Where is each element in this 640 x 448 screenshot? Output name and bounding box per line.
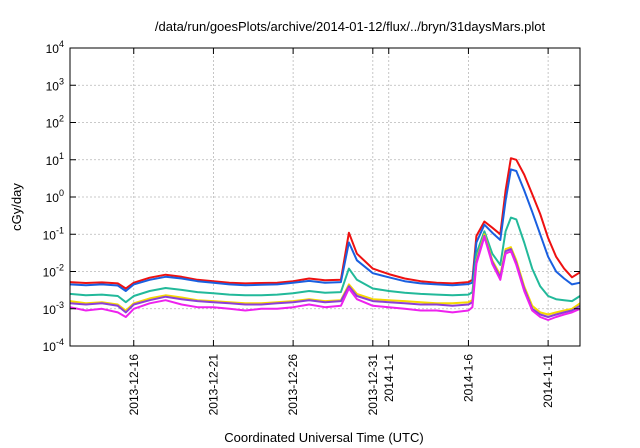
grid [70, 48, 580, 346]
y-axis-label: cGy/day [9, 183, 24, 231]
x-tick-label: 2014-1-11 [541, 354, 555, 408]
chart-title: /data/run/goesPlots/archive/2014-01-12/f… [155, 19, 546, 34]
y-tick-label: 10-3 [43, 300, 64, 317]
x-tick-label: 2013-12-21 [206, 354, 220, 416]
series-line-2 [69, 168, 581, 292]
x-tick-label: 2013-12-26 [286, 354, 300, 416]
series-line-6 [69, 235, 581, 321]
y-tick-label: 101 [46, 151, 64, 168]
y-tick-label: 10-1 [43, 225, 64, 242]
x-tick-label: 2013-12-16 [127, 354, 141, 416]
series-group [69, 157, 581, 321]
y-tick-label: 104 [46, 39, 64, 56]
series-line-3 [69, 216, 581, 304]
y-tick-label: 103 [46, 76, 64, 93]
y-tick-label: 10-4 [43, 337, 64, 354]
x-tick-label: 2013-12-31 [366, 354, 380, 416]
axis-ticks: 10-4 10-3 10-2 10-1 100 101 102 103 104 2013-12-1… [43, 39, 580, 415]
x-axis-label: Coordinated Universal Time (UTC) [224, 430, 423, 445]
y-tick-label: 102 [46, 114, 64, 131]
x-tick-label: 2014-1-6 [461, 354, 475, 402]
series-line-1 [69, 157, 581, 290]
y-tick-label: 100 [46, 188, 64, 205]
y-tick-label: 10-2 [43, 263, 64, 280]
x-tick-label: 2014-1-1 [382, 354, 396, 402]
